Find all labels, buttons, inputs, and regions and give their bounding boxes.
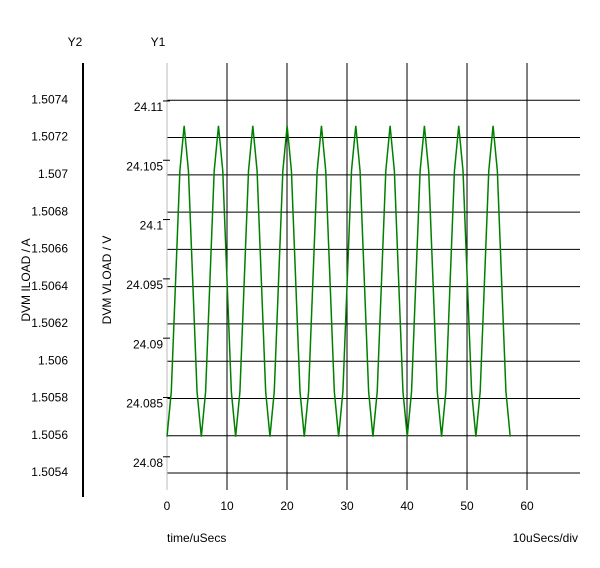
x-tick-label: 30 (340, 499, 354, 513)
y2-tick-label: 1.5066 (31, 242, 68, 256)
x-tick-label: 60 (520, 499, 534, 513)
y1-tick-label: 24.08 (133, 456, 163, 470)
y2-tick-label: 1.5062 (31, 316, 68, 330)
y2-tick-label: 1.5068 (31, 204, 68, 218)
y2-tick-label: 1.5072 (31, 130, 68, 144)
data-line (166, 125, 511, 437)
x-tick-label: 40 (400, 499, 414, 513)
y2-tick-label: 1.5056 (31, 428, 68, 442)
y2-title: Y2 (68, 35, 83, 49)
y1-tick-label: 24.095 (126, 278, 163, 292)
x-tick-label: 50 (460, 499, 474, 513)
x-tick-label: 20 (280, 499, 294, 513)
x-tick-label: 10 (220, 499, 234, 513)
y1-tick-label: 24.105 (126, 159, 163, 173)
y1-axis-label: DVM VLOAD / V (100, 236, 114, 325)
x-axis-label: time/uSecs (167, 531, 226, 545)
y2-tick-label: 1.5074 (31, 92, 68, 106)
y1-tick-label: 24.085 (126, 397, 163, 411)
y2-tick-label: 1.5054 (31, 465, 68, 479)
y2-tick-label: 1.506 (38, 353, 68, 367)
y2-axis-label: DVM ILOAD / A (19, 238, 33, 321)
y2-tick-label: 1.507 (38, 167, 68, 181)
x-tick-label: 0 (164, 499, 171, 513)
y1-tick-label: 24.1 (140, 219, 164, 233)
y2-tick-label: 1.5058 (31, 391, 68, 405)
y1-tick-label: 24.11 (134, 100, 163, 114)
y1-title: Y1 (151, 35, 166, 49)
x-scale-note: 10uSecs/div (513, 531, 578, 545)
y1-tick-label: 24.09 (133, 337, 163, 351)
y2-tick-label: 1.5064 (31, 279, 68, 293)
